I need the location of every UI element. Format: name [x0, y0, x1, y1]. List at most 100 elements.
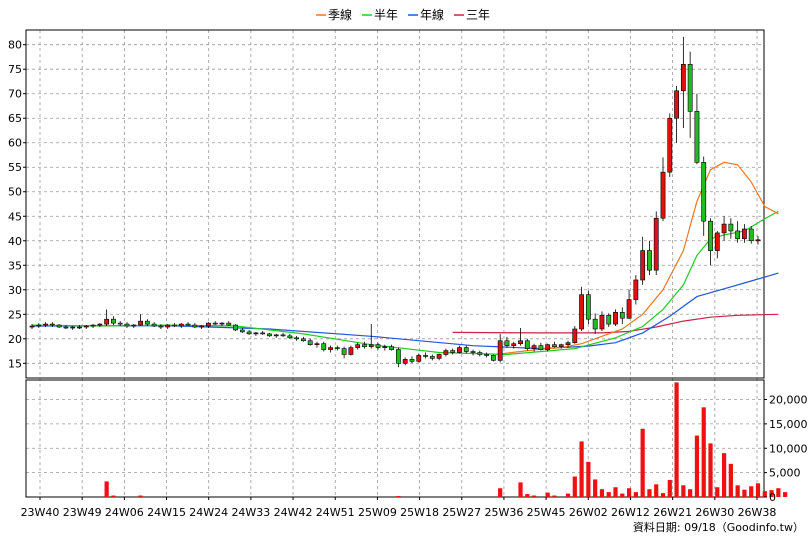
candle-body [504, 340, 510, 346]
candle-body [36, 324, 42, 327]
candle [321, 341, 327, 352]
volume-bar [742, 489, 747, 497]
candle-body [334, 347, 340, 349]
volume-bar [721, 453, 727, 497]
price-tick-label: 20 [8, 333, 22, 346]
candle [389, 344, 395, 351]
price-tick-label: 40 [8, 235, 22, 248]
chart-frames [25, 29, 765, 498]
candle-body [484, 354, 490, 356]
candle [674, 85, 679, 143]
candle [721, 216, 727, 241]
candle-body [43, 323, 48, 326]
x-tick-label: 24W06 [105, 506, 144, 519]
volume-tick-label: 10,000 [769, 442, 808, 455]
candle [368, 324, 374, 349]
candle-body [511, 343, 517, 346]
candle-body [579, 294, 584, 330]
candle [640, 236, 646, 285]
candle [558, 343, 564, 349]
volume-bar [749, 486, 754, 497]
volume-bar [674, 382, 679, 497]
candle [457, 345, 462, 354]
candle [362, 341, 367, 349]
volume-bar [735, 485, 740, 497]
candle-body [592, 318, 598, 330]
candle-body [172, 324, 177, 327]
candle [524, 338, 530, 351]
candle [165, 324, 171, 329]
candle [334, 345, 340, 351]
candle-body [443, 350, 449, 355]
candle [111, 316, 116, 326]
candle [687, 51, 693, 138]
candle [552, 341, 557, 348]
volume-bar [633, 492, 638, 497]
candle [104, 309, 110, 327]
candle [395, 347, 401, 368]
volume-bar [762, 491, 767, 497]
candle [239, 328, 245, 333]
candle-body [572, 328, 578, 344]
volume-bar [545, 492, 550, 497]
volume-bar [104, 481, 109, 497]
candle-body [626, 299, 632, 319]
candle-body [294, 337, 300, 340]
candle-body [246, 331, 252, 335]
candle-body [565, 342, 571, 345]
candle [585, 290, 591, 325]
x-tick-label: 26W12 [611, 506, 650, 519]
candle [714, 230, 720, 259]
moving-average-lines [31, 161, 779, 356]
volume-bar [111, 495, 116, 497]
candle [97, 323, 103, 328]
candle-body [382, 346, 388, 348]
candle-body [585, 294, 591, 320]
candle [280, 332, 286, 337]
candle [83, 325, 89, 329]
x-tick-label: 25W27 [442, 506, 481, 519]
candle-body [368, 344, 374, 347]
candle [633, 275, 639, 305]
volume-panel-frame [25, 379, 765, 498]
legend-label-3: 三年 [466, 8, 490, 22]
candle-body [138, 320, 143, 326]
candle-body [192, 324, 198, 328]
candle [606, 313, 612, 328]
x-tick-label: 26W30 [695, 506, 734, 519]
candle [307, 338, 313, 346]
candle-body [395, 349, 401, 364]
candle-body [748, 228, 754, 242]
candle [518, 328, 523, 346]
candle [287, 333, 293, 339]
candle-body [307, 340, 313, 345]
candle-body [660, 171, 666, 219]
volume-bar [660, 493, 666, 497]
candle [592, 313, 598, 334]
candle-body [117, 322, 123, 325]
candle-body [104, 318, 110, 325]
candle [212, 321, 218, 326]
candle-body [321, 343, 327, 350]
legend-label-1: 半年 [374, 8, 398, 22]
volume-bar [552, 495, 557, 497]
candle-body [83, 325, 89, 328]
candle-body [463, 347, 469, 352]
candle [680, 36, 686, 129]
candle [267, 332, 272, 337]
candle-body [674, 90, 679, 119]
volume-tick-label: 20,000 [769, 394, 808, 407]
price-tick-label: 55 [8, 161, 22, 174]
volume-bar [708, 443, 713, 497]
candle [172, 323, 177, 328]
candle-body [429, 356, 435, 359]
candle-body [49, 323, 55, 326]
candle [423, 352, 428, 359]
candle-body [280, 334, 286, 337]
candle [647, 240, 652, 276]
x-tick-label: 23W40 [21, 506, 60, 519]
candle-body [558, 344, 564, 347]
candle [178, 323, 184, 329]
